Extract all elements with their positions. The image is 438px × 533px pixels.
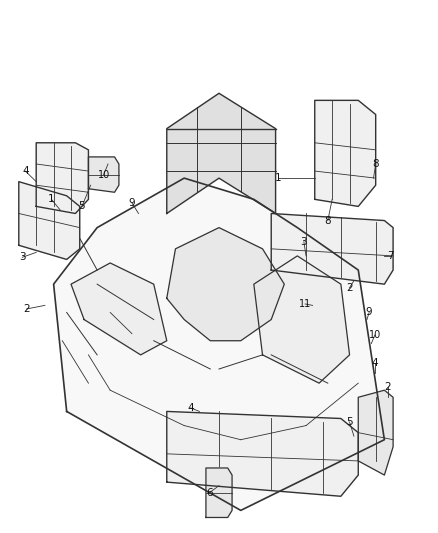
Polygon shape: [71, 263, 167, 355]
Text: 9: 9: [366, 308, 372, 318]
Polygon shape: [206, 468, 232, 518]
Text: 6: 6: [206, 488, 213, 498]
Text: 10: 10: [369, 330, 381, 340]
Polygon shape: [315, 100, 376, 206]
Text: 5: 5: [78, 201, 85, 212]
Text: 1: 1: [275, 173, 281, 183]
Text: 2: 2: [346, 282, 353, 293]
Text: 11: 11: [299, 299, 311, 309]
Text: 3: 3: [19, 252, 25, 262]
Text: 1: 1: [48, 195, 55, 204]
Polygon shape: [271, 214, 393, 284]
Text: 2: 2: [385, 382, 391, 392]
Text: 9: 9: [129, 198, 135, 208]
Text: 3: 3: [300, 237, 307, 247]
Polygon shape: [167, 93, 276, 214]
Text: 8: 8: [372, 159, 379, 169]
Polygon shape: [167, 228, 284, 341]
Polygon shape: [358, 390, 393, 475]
Polygon shape: [36, 143, 88, 214]
Text: 10: 10: [98, 169, 110, 180]
Text: 2: 2: [23, 304, 30, 314]
Polygon shape: [88, 157, 119, 192]
Text: 4: 4: [371, 358, 378, 368]
Text: 8: 8: [325, 215, 331, 225]
Polygon shape: [254, 256, 350, 383]
Polygon shape: [167, 411, 358, 496]
Text: 4: 4: [22, 166, 28, 176]
Text: 7: 7: [388, 251, 394, 261]
Text: 5: 5: [346, 417, 353, 427]
Polygon shape: [53, 178, 385, 511]
Polygon shape: [19, 182, 80, 260]
Text: 4: 4: [187, 403, 194, 413]
